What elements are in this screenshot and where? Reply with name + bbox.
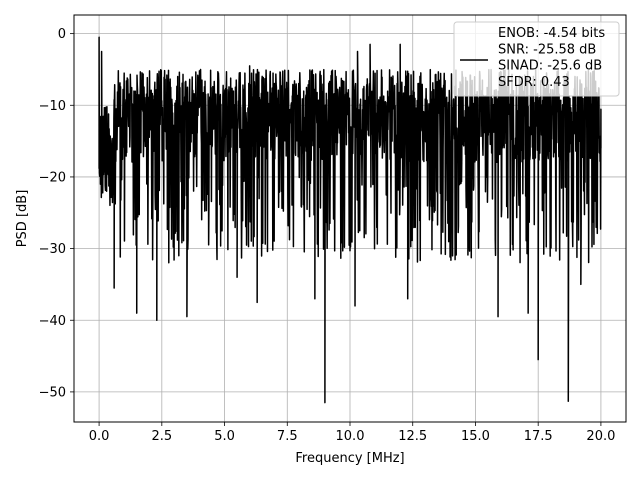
axes: 0.0 2.5 5.0 7.5 10.0 12.5 15.0 17.5 20.0 0 −10 −20 −…	[15, 14, 627, 466]
x-tick-label: 10.0	[336, 429, 365, 444]
psd-line	[98, 36, 602, 404]
x-axis-label: Frequency [MHz]	[295, 451, 404, 466]
x-tick-label: 15.0	[461, 429, 490, 444]
x-tick-label: 2.5	[151, 429, 172, 444]
y-tick-label: −50	[39, 385, 66, 400]
legend-entry: SINAD: -25.6 dB	[498, 59, 602, 74]
legend-box	[453, 21, 620, 97]
legend-entry: SFDR: 0.43	[498, 75, 570, 90]
x-tick-label: 5.0	[214, 429, 235, 444]
y-tick-label: −20	[39, 170, 66, 185]
x-tick-label: 20.0	[586, 429, 615, 444]
x-tick-label: 17.5	[524, 429, 553, 444]
y-axis-label: PSD [dB]	[15, 190, 30, 248]
legend-entry: ENOB: -4.54 bits	[498, 26, 605, 41]
plot-frame	[73, 14, 627, 423]
x-tick-label: 7.5	[277, 429, 298, 444]
x-tick-label: 0.0	[89, 429, 110, 444]
y-tick-label: −30	[39, 242, 66, 257]
x-tick-label: 12.5	[398, 429, 427, 444]
legend-entry: SNR: -25.58 dB	[498, 42, 596, 57]
y-tick-label: −40	[39, 314, 66, 329]
y-tick-label: −10	[39, 99, 66, 114]
y-tick-label: 0	[58, 27, 66, 42]
psd-series	[98, 36, 602, 404]
